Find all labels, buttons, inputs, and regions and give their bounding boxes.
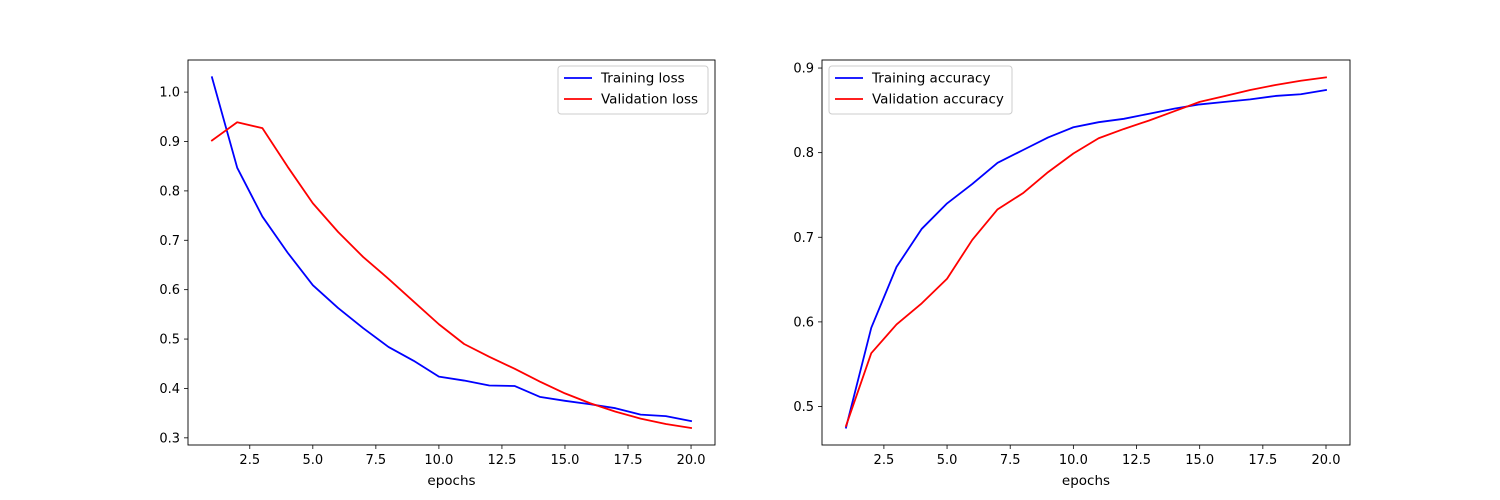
x-tick-label: 12.5 [487, 453, 516, 468]
x-tick-label: 20.0 [1312, 453, 1341, 468]
x-axis-label: epochs [1062, 473, 1110, 489]
y-tick-label: 1.0 [159, 86, 180, 101]
y-tick-label: 0.7 [793, 231, 814, 246]
y-tick-label: 0.9 [793, 62, 814, 77]
y-tick-label: 0.9 [159, 135, 180, 150]
legend-label: Training accuracy [871, 71, 990, 87]
x-tick-label: 10.0 [1059, 453, 1088, 468]
validation-loss-line [210, 121, 693, 429]
x-tick-label: 5.0 [937, 453, 958, 468]
training-loss-line [210, 76, 693, 423]
x-tick-label: 15.0 [550, 453, 579, 468]
x-tick-label: 15.0 [1185, 453, 1214, 468]
y-tick-label: 0.8 [793, 146, 814, 161]
y-tick-label: 0.6 [159, 283, 180, 298]
accuracy-chart-panel: 2.5 5.0 7.5 10.0 12.5 15.0 17.5 20.0 0.5 0.6 0.7 0.… [793, 59, 1351, 489]
loss-chart-panel: 2.5 5.0 7.5 10.0 12.5 15.0 17.5 20.0 0.3 0.4 0.5 0.… [159, 59, 716, 489]
y-tick-label: 0.4 [159, 382, 180, 397]
x-tick-label: 7.5 [366, 453, 387, 468]
legend-label: Validation loss [601, 92, 698, 108]
legend-label: Training loss [600, 71, 685, 87]
x-tick-label: 12.5 [1122, 453, 1151, 468]
accuracy-legend: Training accuracy Validation accuracy [828, 65, 1013, 115]
loss-legend: Training loss Validation loss [557, 65, 709, 115]
legend-label: Validation accuracy [872, 92, 1004, 108]
x-tick-label: 2.5 [874, 453, 895, 468]
x-tick-label: 5.0 [302, 453, 323, 468]
x-tick-label: 17.5 [614, 453, 643, 468]
x-tick-label: 20.0 [677, 453, 706, 468]
axes-frame [187, 59, 716, 446]
training-accuracy-line [844, 89, 1328, 429]
x-axis-label: epochs [427, 473, 475, 489]
validation-accuracy-line [844, 76, 1328, 428]
x-tick-label: 2.5 [239, 453, 260, 468]
y-tick-label: 0.5 [159, 333, 180, 348]
y-tick-label: 0.3 [159, 431, 180, 446]
x-tick-label: 17.5 [1248, 453, 1277, 468]
x-tick-label: 10.0 [424, 453, 453, 468]
axes-frame [821, 59, 1351, 446]
y-tick-label: 0.5 [793, 400, 814, 415]
y-tick-label: 0.7 [159, 234, 180, 249]
y-tick-label: 0.8 [159, 184, 180, 199]
y-tick-label: 0.6 [793, 315, 814, 330]
x-tick-label: 7.5 [1000, 453, 1021, 468]
